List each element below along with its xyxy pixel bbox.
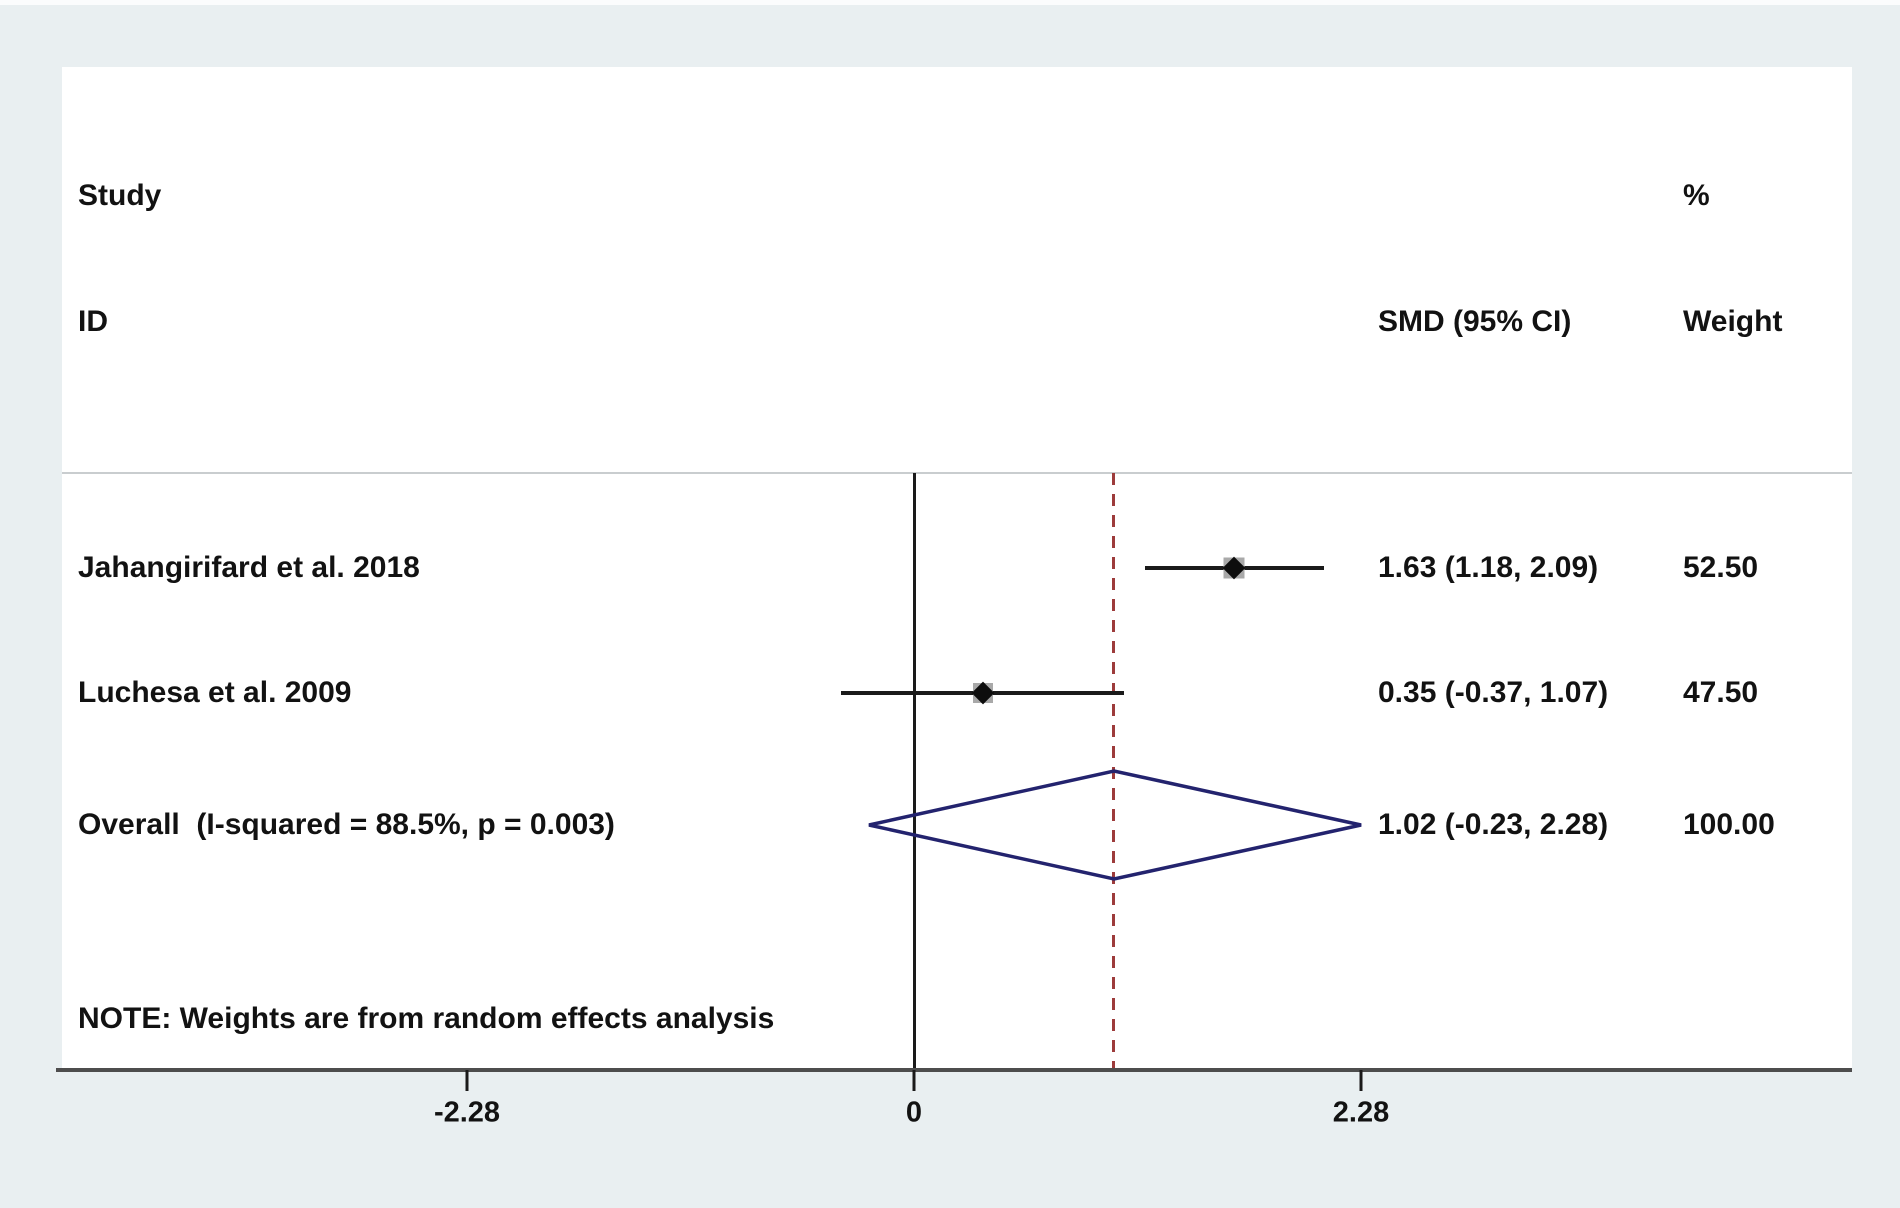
overall-effect-size-value: 1.02 (-0.23, 2.28): [1378, 808, 1609, 841]
x-axis-tick: [912, 1070, 916, 1091]
note-text: NOTE: Weights are from random effects an…: [78, 1002, 775, 1035]
overall-label: Overall (I-squared = 88.5%, p = 0.003): [78, 808, 615, 841]
x-axis-tick-label: 0: [905, 1096, 923, 1129]
column-header-percent: %: [1683, 179, 1710, 212]
weight-value: 47.50: [1683, 676, 1759, 709]
overall-diamond-outline: [868, 769, 1362, 881]
x-axis-tick-label: 2.28: [1332, 1096, 1390, 1129]
column-header-study: Study: [78, 179, 162, 212]
x-axis-tick: [1359, 1070, 1363, 1091]
weight-value: 52.50: [1683, 551, 1759, 584]
study-label: Jahangirifard et al. 2018: [78, 551, 420, 584]
effect-size-value: 0.35 (-0.37, 1.07): [1378, 676, 1609, 709]
column-header-weight: Weight: [1683, 305, 1783, 338]
x-axis-line: [56, 1068, 1852, 1072]
study-label: Luchesa et al. 2009: [78, 676, 352, 709]
zero-reference-line: [912, 473, 916, 1070]
x-axis-tick: [465, 1070, 469, 1091]
x-axis-tick-label: -2.28: [433, 1096, 501, 1129]
column-header-id: ID: [78, 305, 108, 338]
column-header-smd-ci: SMD (95% CI): [1378, 305, 1572, 338]
header-divider-line: [62, 472, 1852, 474]
overall-diamond: [868, 769, 1362, 881]
overall-weight-value: 100.00: [1683, 808, 1775, 841]
top-edge-strip: [0, 0, 1900, 5]
plot-background: [62, 67, 1852, 1070]
effect-size-value: 1.63 (1.18, 2.09): [1378, 551, 1599, 584]
